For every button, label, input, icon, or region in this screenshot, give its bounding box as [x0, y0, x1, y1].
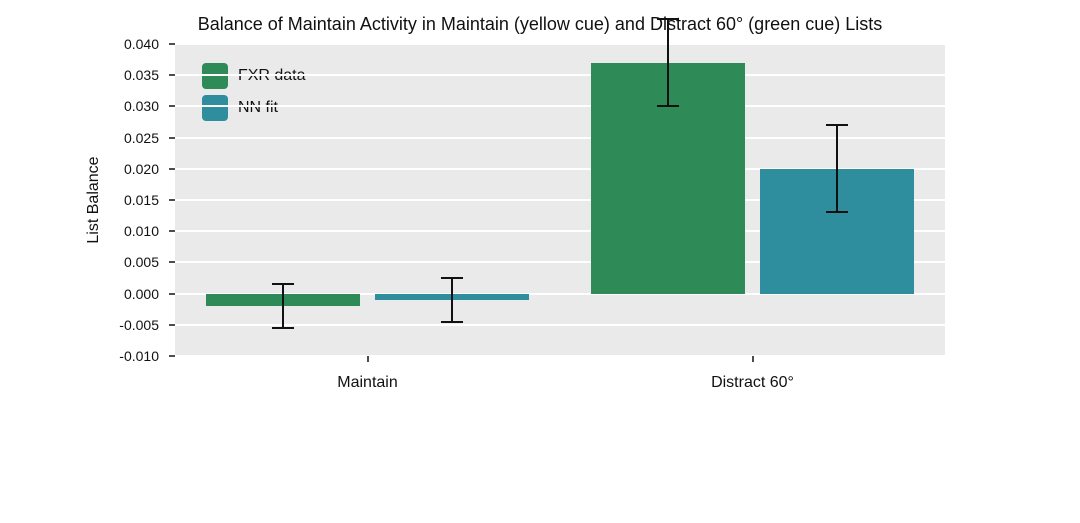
- y-axis-label: List Balance: [85, 156, 103, 243]
- y-tick-mark: [169, 199, 175, 201]
- error-bar-cap: [657, 105, 679, 107]
- y-tick-mark: [169, 43, 175, 45]
- y-tick-mark: [169, 324, 175, 326]
- chart-stage: Balance of Maintain Activity in Maintain…: [0, 0, 1080, 523]
- y-tick-label: 0.020: [124, 161, 159, 177]
- y-tick-label: 0.040: [124, 36, 159, 52]
- gridline: [175, 43, 945, 45]
- y-tick-label: -0.010: [119, 348, 159, 364]
- y-tick-label: -0.005: [119, 317, 159, 333]
- x-tick-mark: [367, 356, 369, 362]
- legend-item: NN fit: [202, 95, 306, 121]
- y-tick-mark: [169, 355, 175, 357]
- legend-label: NN fit: [238, 99, 278, 117]
- x-tick-mark: [752, 356, 754, 362]
- y-tick-mark: [169, 293, 175, 295]
- y-tick-mark: [169, 261, 175, 263]
- y-tick-label: 0.015: [124, 192, 159, 208]
- error-bar-cap: [272, 327, 294, 329]
- y-tick-label: 0.005: [124, 254, 159, 270]
- y-tick-mark: [169, 137, 175, 139]
- y-tick-mark: [169, 230, 175, 232]
- gridline: [175, 74, 945, 76]
- error-bar-cap: [826, 211, 848, 213]
- error-bar-cap: [657, 18, 679, 20]
- error-bar-cap: [441, 321, 463, 323]
- x-tick-label: Maintain: [337, 374, 397, 392]
- error-bar-stem: [282, 284, 284, 328]
- error-bar-cap: [441, 277, 463, 279]
- x-tick-label: Distract 60°: [711, 374, 794, 392]
- legend-swatch: [202, 95, 228, 121]
- gridline: [175, 355, 945, 357]
- y-tick-label: 0.000: [124, 286, 159, 302]
- legend: FXR dataNN fit: [202, 63, 306, 121]
- y-tick-label: 0.025: [124, 130, 159, 146]
- gridline: [175, 137, 945, 139]
- y-tick-mark: [169, 168, 175, 170]
- y-tick-mark: [169, 74, 175, 76]
- error-bar-cap: [826, 124, 848, 126]
- error-bar-stem: [836, 125, 838, 212]
- gridline: [175, 105, 945, 107]
- y-tick-label: 0.035: [124, 67, 159, 83]
- error-bar-stem: [451, 278, 453, 322]
- gridline: [175, 324, 945, 326]
- y-tick-mark: [169, 105, 175, 107]
- chart-title: Balance of Maintain Activity in Maintain…: [0, 14, 1080, 35]
- y-tick-label: 0.030: [124, 98, 159, 114]
- error-bar-stem: [667, 19, 669, 106]
- error-bar-cap: [272, 283, 294, 285]
- y-tick-label: 0.010: [124, 223, 159, 239]
